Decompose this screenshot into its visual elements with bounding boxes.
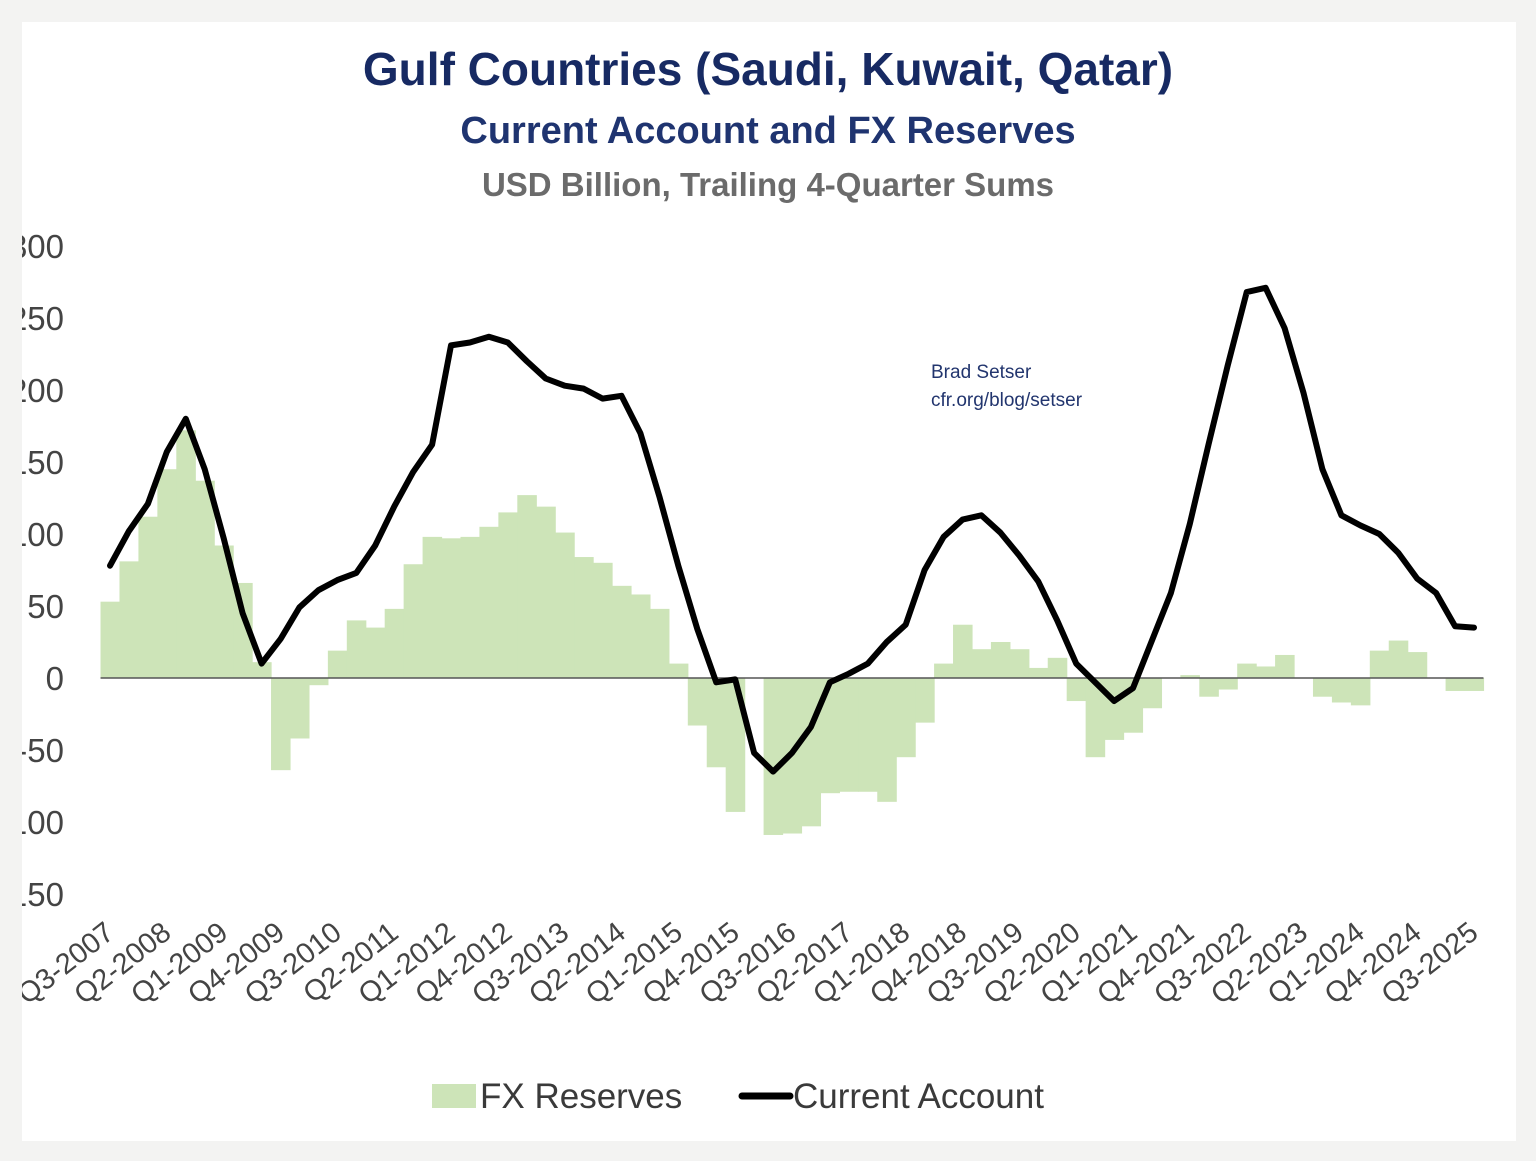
credit-url: cfr.org/blog/setser <box>931 390 1083 411</box>
fx-reserves-bar-Q4-2008 <box>195 480 215 678</box>
chart-subtitle: Current Account and FX Reserves <box>460 110 1076 152</box>
fx-reserves-bar-Q3-2010 <box>327 650 348 678</box>
fx-reserves-bar-Q1-2017 <box>820 678 840 794</box>
fx-reserves-bar-Q1-2011 <box>365 627 386 678</box>
fx-reserves-bar-Q3-2009 <box>252 662 272 678</box>
fx-reserves-bar-Q2-2016 <box>763 678 784 835</box>
fx-reserves-bar-Q2-2015 <box>687 678 708 726</box>
fx-reserves-bar-Q3-2014 <box>630 594 651 678</box>
fx-reserves-bar-Q2-2021 <box>1142 678 1163 709</box>
fx-reserves-bar-Q2-2018 <box>915 678 935 723</box>
fx-reserves-bar-Q2-2020 <box>1066 678 1087 702</box>
credit-author: Brad Setser <box>931 362 1032 383</box>
fx-reserves-bar-Q2-2010 <box>308 678 329 686</box>
fx-reserves-bar-Q3-2022 <box>1237 663 1257 678</box>
x-axis-ticks: Q3-2007Q2-2008Q1-2009Q4-2009Q3-2010Q2-20… <box>12 916 1485 1011</box>
fx-reserves-bar-Q2-2008 <box>157 469 177 678</box>
fx-reserves-bar-Q1-2012 <box>441 538 462 678</box>
fx-reserves-bar-Q4-2020 <box>1104 678 1125 740</box>
fx-reserves-bar-Q3-2011 <box>403 564 424 678</box>
fx-reserves-bar-Q4-2022 <box>1256 666 1276 678</box>
fx-reserves-bar-Q1-2019 <box>971 649 992 678</box>
fx-reserves-bar-Q4-2014 <box>649 608 670 678</box>
fx-reserves-bar-Q3-2017 <box>858 678 878 792</box>
fx-reserves-bar-Q2-2011 <box>384 608 405 678</box>
fx-reserves-bar-Q4-2009 <box>271 678 291 771</box>
fx-reserves-bar-Q4-2012 <box>498 512 518 678</box>
fx-reserves-bar-Q1-2018 <box>896 678 916 758</box>
fx-reserves-bar-Q3-2019 <box>1009 649 1030 678</box>
fx-reserves-bar-Q3-2015 <box>706 678 727 768</box>
fx-reserves-bar-Q4-2019 <box>1028 667 1049 678</box>
fx-reserves-bar-Q2-2019 <box>990 642 1011 678</box>
fx-reserves-bar-Q4-2011 <box>422 536 443 678</box>
fx-reserves-bar-Q1-2023 <box>1275 654 1295 678</box>
fx-reserves-bar-Q1-2015 <box>668 663 689 678</box>
fx-reserves-bar-Q3-2020 <box>1085 678 1106 758</box>
fx-reserves-bar-Q2-2012 <box>460 536 481 678</box>
fx-reserves-bar-Q4-2010 <box>346 620 367 678</box>
fx-reserves-bar-Q3-2025 <box>1464 678 1485 691</box>
fx-reserves-bar-Q4-2023 <box>1331 678 1352 703</box>
fx-reserves-bar-Q2-2017 <box>839 678 859 792</box>
fx-reserves-bar-Q3-2013 <box>555 532 575 678</box>
fx-reserves-bar-Q2-2013 <box>536 506 556 678</box>
fx-reserves-bar-Q4-2017 <box>877 678 897 802</box>
fx-reserves-bar-Q3-2007 <box>100 601 121 678</box>
chart-card <box>22 22 1516 1141</box>
fx-reserves-bars <box>100 430 1485 835</box>
page-margin-left <box>0 0 22 1161</box>
chart-title: Gulf Countries (Saudi, Kuwait, Qatar) <box>362 43 1174 95</box>
fx-reserves-bar-Q3-2018 <box>934 663 954 678</box>
fx-reserves-bar-Q3-2012 <box>479 526 499 678</box>
fx-reserves-bar-Q4-2007 <box>119 561 140 678</box>
legend-label-current-account: Current Account <box>793 1077 1044 1116</box>
fx-reserves-bar-Q1-2010 <box>289 678 310 739</box>
fx-reserves-bar-Q2-2014 <box>612 585 632 678</box>
fx-reserves-bar-Q3-2024 <box>1388 640 1409 678</box>
legend-label-fx-reserves: FX Reserves <box>480 1077 682 1116</box>
fx-reserves-bar-Q2-2022 <box>1218 678 1238 690</box>
fx-reserves-bar-Q2-2025 <box>1445 678 1466 691</box>
fx-reserves-bar-Q4-2013 <box>574 557 594 678</box>
fx-reserves-bar-Q4-2016 <box>801 678 822 827</box>
fx-reserves-bar-Q1-2020 <box>1047 657 1068 678</box>
fx-reserves-bar-Q4-2018 <box>953 624 973 678</box>
fx-reserves-bar-Q4-2024 <box>1407 652 1428 678</box>
fx-reserves-bar-Q1-2008 <box>138 516 158 678</box>
y-tick-label: -50 <box>16 732 64 769</box>
fx-reserves-bar-Q3-2008 <box>176 430 196 678</box>
legend-swatch-fx-reserves <box>432 1084 476 1108</box>
chart-units: USD Billion, Trailing 4-Quarter Sums <box>481 166 1055 203</box>
fx-reserves-bar-Q1-2022 <box>1199 678 1219 697</box>
current-account-line <box>107 284 1477 775</box>
fx-reserves-bar-Q1-2024 <box>1350 678 1371 706</box>
y-tick-label: 0 <box>46 660 64 697</box>
fx-reserves-bar-Q3-2023 <box>1312 678 1333 697</box>
chart-legend: FX Reserves Current Account <box>432 1077 1044 1116</box>
fx-reserves-bar-Q1-2009 <box>214 545 234 678</box>
fx-reserves-bar-Q1-2014 <box>593 562 613 678</box>
fx-reserves-bar-Q4-2021 <box>1180 675 1200 678</box>
y-tick-label: 50 <box>27 588 64 625</box>
fx-reserves-bar-Q2-2024 <box>1369 650 1390 678</box>
fx-reserves-bar-Q1-2013 <box>517 495 537 678</box>
